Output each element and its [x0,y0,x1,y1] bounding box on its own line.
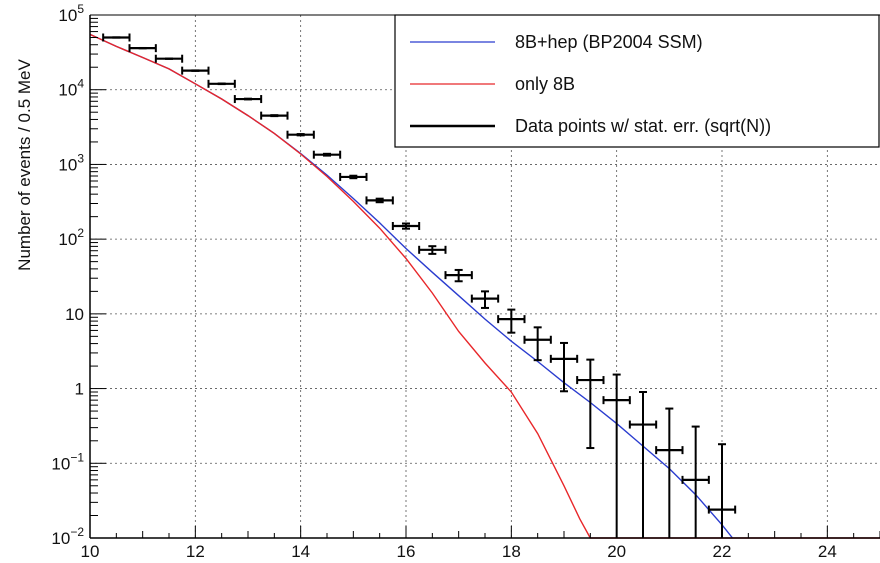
data-points [102,33,737,538]
data-point [154,54,184,63]
x-tick-label: 16 [397,542,416,561]
data-point [260,111,289,120]
y-tick-label: 10 [65,305,84,324]
data-point [628,390,658,538]
x-tick-label: 12 [186,542,205,561]
data-point [655,407,684,538]
y-tick-label: 10−2 [51,525,84,548]
legend-label: 8B+hep (BP2004 SSM) [515,32,703,52]
y-tick-label: 103 [58,151,84,174]
data-point [286,130,315,139]
y-axis-title: Number of events / 0.5 MeV [15,59,34,271]
y-tick-label: 1 [75,380,84,399]
legend-entry: only 8B [410,74,575,94]
y-tick-label: 104 [58,77,84,100]
x-tick-label: 20 [607,542,626,561]
data-point [391,221,421,230]
data-point [312,150,342,159]
data-point [365,196,394,205]
legend-entry: 8B+hep (BP2004 SSM) [410,32,703,52]
x-tick-label: 14 [291,542,310,561]
data-point [128,44,157,53]
data-point [207,79,236,88]
data-point [233,95,263,104]
data-point [549,341,579,393]
x-tick-label: 24 [818,542,837,561]
data-point [102,33,131,42]
data-point [444,268,473,283]
data-point [470,290,500,309]
legend-label: only 8B [515,74,575,94]
data-point [497,308,526,334]
y-tick-label: 105 [58,2,84,25]
legend: 8B+hep (BP2004 SSM) only 8B Data points w/… [394,14,880,148]
data-point [339,172,368,181]
series-line-1 [89,33,880,539]
data-point [576,358,605,450]
data-point [681,425,710,538]
curves [89,33,880,539]
data-point [523,326,552,362]
x-axis: 10 12 14 16 18 20 22 24 [81,526,880,561]
data-point [181,66,210,75]
legend-entry: Data points w/ stat. err. (sqrt(N)) [410,116,771,136]
data-point [707,443,737,538]
y-tick-label: 10−1 [51,450,84,473]
x-tick-label: 22 [713,542,732,561]
y-axis: 10−2 10−1 1 10 102 103 104 105 [51,2,106,548]
x-tick-label: 10 [81,542,100,561]
legend-label: Data points w/ stat. err. (sqrt(N)) [515,116,771,136]
data-point [602,373,631,538]
y-tick-label: 102 [58,226,84,249]
x-tick-label: 18 [502,542,521,561]
data-point [418,245,447,255]
